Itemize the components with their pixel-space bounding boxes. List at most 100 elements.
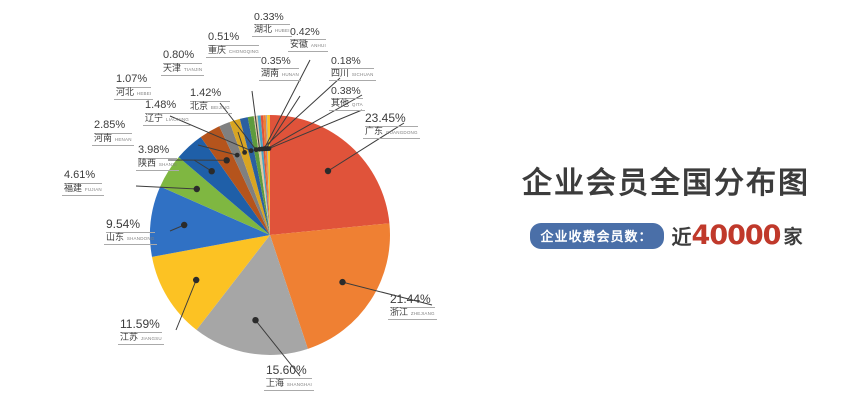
pie-chart-svg [135, 59, 433, 377]
leader-line-jiangsu [175, 279, 197, 331]
leader-line-anhui [261, 77, 341, 150]
pie-slice-henan [200, 126, 270, 235]
label-jiangsu-name: 江苏 JIANGSU [120, 332, 162, 343]
label-shanxi: 3.98% 陕西 SHANXI [136, 144, 179, 171]
label-liaoning-name: 辽宁 LIAONING [145, 113, 189, 124]
label-anhui-name: 安徽 ANHUI [290, 40, 326, 51]
label-jiangsu-percent: 11.59% [120, 317, 162, 333]
leader-dot-fujian [193, 185, 200, 193]
label-qita-percent: 0.38% [331, 85, 363, 100]
label-zhejiang-name: 浙江 ZHEJIANG [390, 307, 435, 318]
label-chongqing-percent: 0.51% [208, 31, 259, 46]
member-count-suffix: 家 [783, 226, 803, 248]
leader-dot-tianjin [253, 147, 259, 153]
label-guangdong: 23.45% 广东 GUANGDONG [363, 112, 420, 140]
label-sichuan-name: 四川 SICHUAN [331, 69, 374, 80]
label-shanxi-name: 陕西 SHANXI [138, 158, 177, 169]
pie-slice-beijing [229, 118, 270, 235]
leader-line-shanghai [255, 319, 301, 377]
label-hubei: 0.33% 湖北 HUBEI [252, 11, 292, 38]
label-anhui-percent: 0.42% [290, 26, 326, 41]
label-henan-percent: 2.85% [94, 119, 132, 134]
leader-line-shanxi [193, 159, 212, 172]
pie-slice-hubei [260, 115, 270, 235]
label-liaoning-percent: 1.48% [145, 99, 189, 114]
member-count-prefix: 近 [671, 225, 692, 249]
label-fujian: 4.61% 福建 FUJIAN [62, 169, 104, 196]
pie-slice-shanxi [178, 137, 270, 235]
label-shandong: 9.54% 山东 SHANDONG [104, 218, 157, 246]
label-zhejiang-percent: 21.44% [390, 293, 435, 308]
label-hunan-percent: 0.35% [261, 55, 299, 70]
label-qita-name: 其他 QITA [331, 99, 363, 110]
label-sichuan: 0.18% 四川 SICHUAN [329, 55, 376, 82]
label-fujian-percent: 4.61% [64, 169, 102, 184]
leader-line-zhejiang [342, 281, 433, 306]
pie-slice-group [149, 114, 390, 356]
leader-line-group [135, 59, 433, 377]
leader-dot-shanghai [252, 317, 259, 324]
label-liaoning: 1.48% 辽宁 LIAONING [143, 99, 191, 126]
label-henan-name: 河南 HENAN [94, 133, 132, 144]
pie-slice-shandong [149, 186, 270, 257]
label-shanghai-percent: 15.60% [266, 364, 312, 379]
label-anhui: 0.42% 安徽 ANHUI [288, 26, 328, 53]
label-hebei: 1.07% 河北 HEBEI [114, 73, 154, 100]
pie-slice-shanghai [196, 235, 308, 356]
label-qita: 0.38% 其他 QITA [329, 85, 365, 112]
label-fujian-name: 福建 FUJIAN [64, 183, 102, 194]
member-count-row: 企业收费会员数： 近40000 家 [480, 220, 852, 251]
pie-slice-chongqing [253, 115, 270, 235]
leader-line-sichuan [267, 94, 363, 150]
label-chongqing-name: 重庆 CHONGQING [208, 45, 259, 56]
pie-slice-zhejiang [270, 223, 390, 349]
label-hunan: 0.35% 湖南 HUNAN [259, 55, 301, 82]
label-beijing-percent: 1.42% [190, 87, 230, 102]
leader-dot-shandong [181, 221, 188, 229]
page-title: 企业会员全国分布图 [522, 166, 810, 201]
status-badge: 企业收费会员数： [529, 222, 664, 249]
label-hubei-percent: 0.33% [254, 11, 290, 26]
leader-dot-beijing [242, 150, 248, 155]
member-count-number: 40000 [691, 220, 782, 251]
label-beijing: 1.42% 北京 BEIJING [188, 87, 232, 114]
label-tianjin-percent: 0.80% [163, 49, 203, 64]
label-hebei-percent: 1.07% [116, 73, 152, 88]
pie-slice-anhui [257, 115, 270, 235]
leader-line-hebei [169, 115, 252, 152]
label-henan: 2.85% 河南 HENAN [92, 119, 134, 146]
label-sichuan-percent: 0.18% [331, 55, 374, 70]
leader-line-tianjin [219, 102, 257, 151]
label-tianjin-name: 天津 TIANJIN [163, 63, 203, 74]
label-chongqing: 0.51% 重庆 CHONGQING [206, 31, 261, 58]
leader-line-qita [268, 109, 363, 150]
pie-slice-hebei [239, 117, 270, 235]
leader-dot-qita [266, 146, 272, 152]
leader-dot-jiangsu [193, 276, 200, 284]
leader-dot-zhejiang [339, 278, 346, 286]
label-zhejiang: 21.44% 浙江 ZHEJIANG [388, 293, 437, 321]
label-jiangsu: 11.59% 江苏 JIANGSU [118, 317, 164, 346]
label-shandong-percent: 9.54% [106, 218, 155, 233]
leader-line-chongqing [251, 90, 261, 150]
pie-slice-hunan [263, 115, 270, 235]
label-hunan-name: 湖南 HUNAN [261, 69, 299, 80]
label-hubei-name: 湖北 HUBEI [254, 25, 290, 36]
label-shandong-name: 山东 SHANDONG [106, 232, 155, 243]
label-shanxi-percent: 3.98% [138, 144, 177, 159]
pie-slice-fujian [160, 157, 270, 235]
pie-slice-jiangsu [152, 235, 270, 330]
pie-chart-area [135, 59, 433, 377]
leader-line-guangdong [327, 122, 405, 172]
leader-line-hunan [265, 95, 301, 149]
label-tianjin: 0.80% 天津 TIANJIN [161, 49, 205, 76]
label-beijing-name: 北京 BEIJING [190, 101, 230, 112]
label-shanghai-name: 上海 SHANGHAI [266, 378, 312, 389]
leader-dot-liaoning [234, 152, 240, 158]
leader-dot-henan [223, 157, 230, 164]
label-shanghai: 15.60% 上海 SHANGHAI [264, 364, 314, 392]
leader-line-liaoning [197, 144, 238, 156]
leader-dot-guangdong [324, 167, 332, 175]
leader-line-fujian [135, 185, 197, 190]
